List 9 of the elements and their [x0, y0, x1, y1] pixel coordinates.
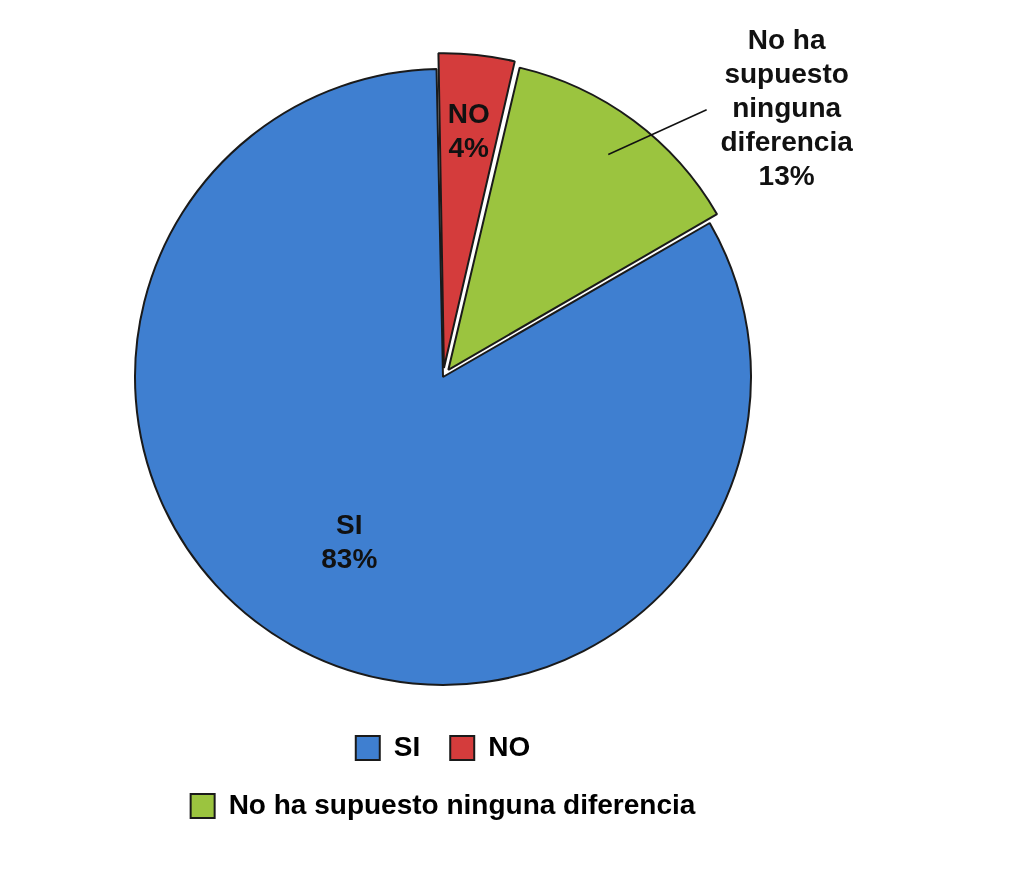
- data-label: 4%: [448, 131, 490, 163]
- legend-label: NO: [488, 730, 531, 762]
- data-label: 83%: [321, 543, 378, 575]
- slice-label: SI: [336, 509, 363, 541]
- legend-label: SI: [393, 730, 421, 762]
- data-label: 13%: [758, 160, 815, 192]
- slice-label: No ha supuesto ninguna diferencia: [720, 24, 854, 158]
- slice-label: NO: [447, 97, 490, 129]
- legend-label: No ha supuesto ninguna diferencia: [228, 788, 696, 820]
